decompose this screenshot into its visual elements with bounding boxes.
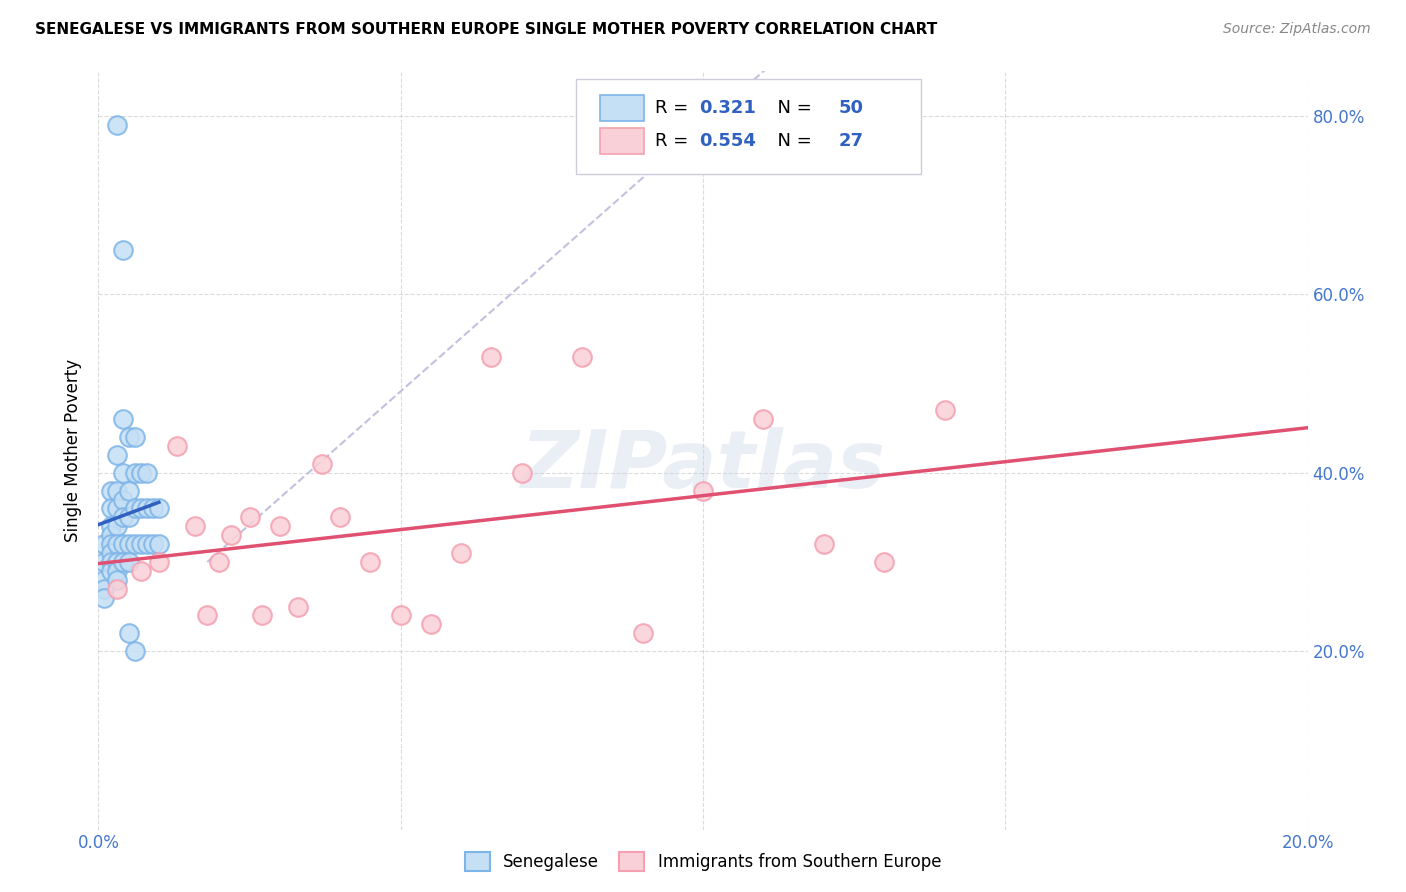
Point [450, 546, 472, 560]
Point [100, 483, 122, 498]
Point [105, 555, 128, 569]
Point [124, 644, 146, 658]
Point [100, 528, 122, 542]
Point [142, 537, 165, 551]
Point [934, 403, 956, 417]
Text: SENEGALESE VS IMMIGRANTS FROM SOUTHERN EUROPE SINGLE MOTHER POVERTY CORRELATION : SENEGALESE VS IMMIGRANTS FROM SOUTHERN E… [35, 22, 938, 37]
Point [148, 555, 170, 569]
Point [135, 501, 157, 516]
Point [148, 537, 170, 551]
Point [631, 626, 654, 640]
Point [360, 555, 382, 569]
Text: R =: R = [655, 99, 693, 117]
Point [311, 457, 333, 471]
Point [129, 564, 152, 578]
Point [118, 483, 141, 498]
Point [481, 350, 503, 364]
Point [752, 412, 775, 426]
Point [129, 466, 152, 480]
Point [111, 510, 134, 524]
Point [692, 483, 714, 498]
Point [105, 537, 128, 551]
FancyBboxPatch shape [600, 128, 644, 154]
Point [129, 537, 152, 551]
Text: N =: N = [766, 132, 817, 150]
Point [571, 350, 593, 364]
Point [135, 466, 157, 480]
Point [184, 519, 207, 533]
Point [420, 617, 443, 632]
Point [105, 573, 128, 587]
Point [124, 537, 146, 551]
Point [135, 537, 157, 551]
Point [221, 528, 243, 542]
Point [100, 555, 122, 569]
Point [148, 501, 170, 516]
Point [105, 501, 128, 516]
Text: 50: 50 [838, 99, 863, 117]
Point [813, 537, 835, 551]
Point [111, 537, 134, 551]
Point [142, 501, 165, 516]
Point [111, 412, 134, 426]
Point [105, 448, 128, 462]
Point [195, 608, 218, 623]
Point [124, 501, 146, 516]
Point [510, 466, 533, 480]
FancyBboxPatch shape [576, 79, 921, 174]
Point [100, 537, 122, 551]
Point [129, 501, 152, 516]
Point [124, 466, 146, 480]
Text: N =: N = [766, 99, 817, 117]
Point [208, 555, 231, 569]
Point [873, 555, 896, 569]
Point [105, 582, 128, 596]
Point [93, 591, 115, 605]
Legend: Senegalese, Immigrants from Southern Europe: Senegalese, Immigrants from Southern Eur… [457, 843, 949, 880]
Point [105, 483, 128, 498]
Point [111, 555, 134, 569]
Point [166, 439, 188, 453]
FancyBboxPatch shape [600, 95, 644, 120]
Point [100, 564, 122, 578]
Point [93, 555, 115, 569]
Point [100, 519, 122, 533]
Point [239, 510, 262, 524]
Point [118, 510, 141, 524]
Point [111, 466, 134, 480]
Point [118, 430, 141, 444]
Point [118, 555, 141, 569]
Point [111, 243, 134, 257]
Point [93, 537, 115, 551]
Text: R =: R = [655, 132, 693, 150]
Point [250, 608, 273, 623]
Point [389, 608, 412, 623]
Point [269, 519, 291, 533]
Point [93, 582, 115, 596]
Text: Source: ZipAtlas.com: Source: ZipAtlas.com [1223, 22, 1371, 37]
Text: 0.321: 0.321 [699, 99, 756, 117]
Text: 0.554: 0.554 [699, 132, 756, 150]
Text: ZIPatlas: ZIPatlas [520, 426, 886, 505]
Point [100, 501, 122, 516]
Point [105, 564, 128, 578]
Point [111, 492, 134, 507]
Point [105, 118, 128, 132]
Point [100, 546, 122, 560]
Point [287, 599, 309, 614]
Point [118, 537, 141, 551]
Point [124, 430, 146, 444]
Point [105, 519, 128, 533]
Point [93, 573, 115, 587]
Point [118, 626, 141, 640]
Point [329, 510, 352, 524]
Text: 27: 27 [838, 132, 863, 150]
Y-axis label: Single Mother Poverty: Single Mother Poverty [65, 359, 83, 542]
